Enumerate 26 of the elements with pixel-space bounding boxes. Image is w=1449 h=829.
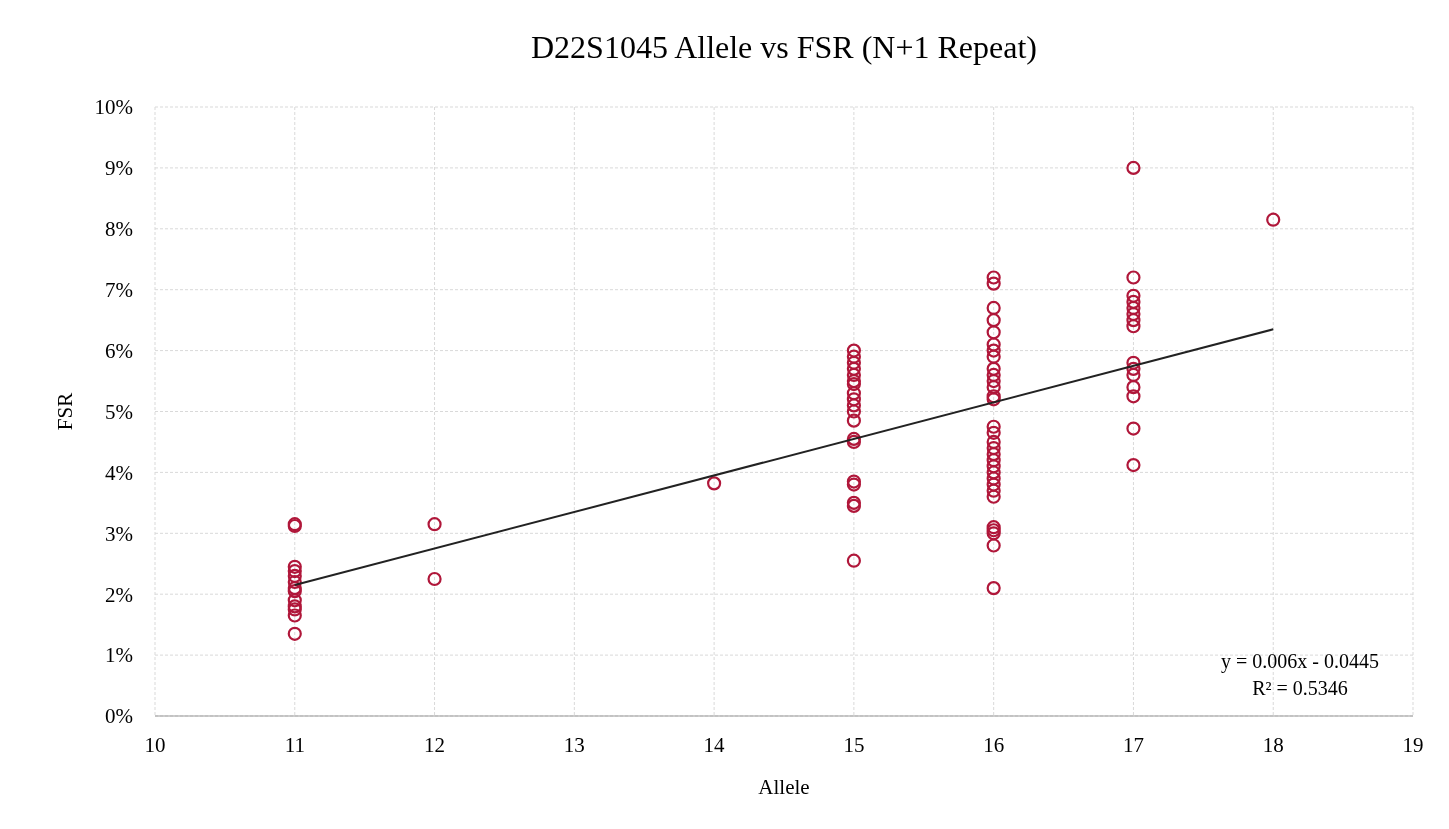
chart-title: D22S1045 Allele vs FSR (N+1 Repeat) — [530, 29, 1038, 65]
y-tick-label: 7% — [105, 278, 133, 303]
x-tick-label: 17 — [1122, 733, 1144, 757]
y-tick-label: 10% — [94, 95, 133, 120]
x-tick-label: 14 — [703, 733, 726, 757]
annotation: y = 0.006x - 0.0445 — [1221, 650, 1379, 673]
x-tick-label: 13 — [563, 733, 585, 757]
x-axis-title: Allele — [758, 775, 810, 799]
y-tick-label: 3% — [105, 521, 133, 546]
x-tick-label: 10 — [144, 733, 166, 757]
y-axis-title: FSR — [53, 392, 77, 431]
y-tick-label: 6% — [105, 338, 133, 363]
y-tick-label: 5% — [105, 399, 133, 424]
y-tick-label: 2% — [105, 582, 133, 607]
x-tick-label: 11 — [284, 733, 305, 757]
x-tick-label: 15 — [843, 733, 865, 757]
x-tick-label: 12 — [424, 733, 446, 757]
y-tick-label: 1% — [105, 643, 133, 668]
x-tick-label: 18 — [1262, 733, 1284, 757]
y-tick-label: 0% — [105, 704, 133, 729]
x-tick-label: 19 — [1402, 733, 1424, 757]
y-tick-label: 4% — [105, 460, 133, 485]
y-tick-label: 8% — [105, 217, 133, 242]
x-tick-label: 16 — [983, 733, 1005, 757]
y-tick-label: 9% — [105, 156, 133, 181]
annotation: R² = 0.5346 — [1252, 677, 1348, 699]
